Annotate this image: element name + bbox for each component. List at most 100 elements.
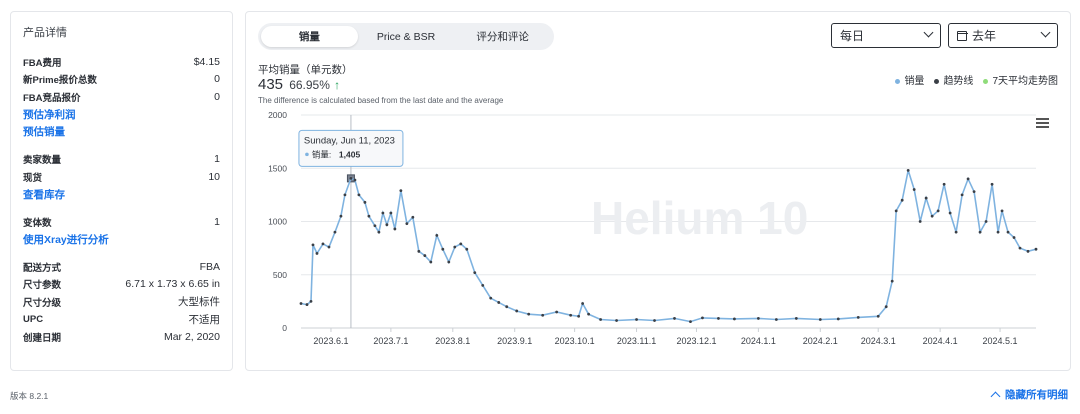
data-point[interactable] xyxy=(441,247,445,251)
data-point[interactable] xyxy=(423,254,427,257)
data-point[interactable] xyxy=(884,305,888,309)
data-point[interactable] xyxy=(473,271,477,275)
data-point[interactable] xyxy=(333,230,337,234)
data-point[interactable] xyxy=(399,189,403,193)
data-point[interactable] xyxy=(373,224,377,228)
data-point[interactable] xyxy=(363,200,367,204)
data-point[interactable] xyxy=(717,317,720,320)
data-point[interactable] xyxy=(481,284,485,287)
tab-price-bsr[interactable]: Price & BSR xyxy=(376,30,436,43)
data-point[interactable] xyxy=(385,223,389,227)
data-point[interactable] xyxy=(906,168,910,172)
data-point[interactable] xyxy=(367,214,371,218)
data-point[interactable] xyxy=(689,320,692,324)
data-point[interactable] xyxy=(1000,209,1004,213)
data-point[interactable] xyxy=(555,310,559,314)
data-point[interactable] xyxy=(836,317,840,321)
data-point[interactable] xyxy=(894,209,898,213)
data-point[interactable] xyxy=(541,313,545,317)
tab-sales[interactable]: 销量 xyxy=(261,26,358,47)
data-point[interactable] xyxy=(569,313,573,317)
data-point[interactable] xyxy=(381,211,385,215)
data-point[interactable] xyxy=(673,317,676,320)
data-point[interactable] xyxy=(948,211,952,215)
data-point[interactable] xyxy=(349,176,353,180)
data-point[interactable] xyxy=(978,230,982,234)
data-point[interactable] xyxy=(429,260,433,264)
data-point[interactable] xyxy=(417,249,421,253)
data-point[interactable] xyxy=(876,314,880,318)
data-point[interactable] xyxy=(599,318,602,321)
data-point[interactable] xyxy=(515,309,519,313)
data-point[interactable] xyxy=(936,209,940,213)
data-point[interactable] xyxy=(930,214,934,218)
data-point[interactable] xyxy=(794,317,798,320)
data-point[interactable] xyxy=(818,318,822,321)
data-point[interactable] xyxy=(453,245,457,249)
data-point[interactable] xyxy=(990,182,994,186)
data-point[interactable] xyxy=(405,222,409,226)
data-point[interactable] xyxy=(321,242,325,246)
data-point[interactable] xyxy=(774,318,778,321)
data-point[interactable] xyxy=(756,317,760,320)
data-point[interactable] xyxy=(984,220,988,223)
data-point[interactable] xyxy=(299,302,303,305)
data-point[interactable] xyxy=(311,243,315,247)
data-point[interactable] xyxy=(447,260,451,264)
data-point[interactable] xyxy=(890,279,894,283)
legend-item-sales[interactable]: 销量 xyxy=(895,72,924,87)
data-point[interactable] xyxy=(587,312,591,316)
data-point[interactable] xyxy=(459,242,463,246)
data-point[interactable] xyxy=(505,305,509,309)
data-point[interactable] xyxy=(1012,236,1016,239)
data-point[interactable] xyxy=(353,178,357,182)
data-point[interactable] xyxy=(972,190,976,194)
data-point[interactable] xyxy=(924,196,928,200)
data-point[interactable] xyxy=(615,319,618,322)
view-inventory-link[interactable]: 查看库存 xyxy=(23,188,65,201)
data-point[interactable] xyxy=(653,319,656,322)
data-point[interactable] xyxy=(918,220,922,223)
data-point[interactable] xyxy=(411,215,415,219)
data-point[interactable] xyxy=(856,315,860,319)
xray-analyze-link[interactable]: 使用Xray进行分析 xyxy=(23,233,109,246)
data-point[interactable] xyxy=(465,247,469,251)
data-point[interactable] xyxy=(393,227,397,231)
data-point[interactable] xyxy=(305,303,309,306)
data-point[interactable] xyxy=(966,177,970,181)
interval-select[interactable]: 每日 xyxy=(831,23,941,48)
data-point[interactable] xyxy=(900,198,904,202)
data-point[interactable] xyxy=(315,252,319,255)
data-point[interactable] xyxy=(389,211,393,215)
data-point[interactable] xyxy=(339,214,343,218)
data-point[interactable] xyxy=(1026,249,1030,253)
data-point[interactable] xyxy=(1034,247,1038,251)
data-point[interactable] xyxy=(701,316,704,320)
data-point[interactable] xyxy=(954,230,958,234)
data-point[interactable] xyxy=(912,188,916,191)
estimate-sales-link[interactable]: 预估销量 xyxy=(23,126,65,139)
data-point[interactable] xyxy=(343,193,347,197)
data-point[interactable] xyxy=(357,193,361,197)
data-point[interactable] xyxy=(309,299,313,303)
data-point[interactable] xyxy=(942,182,946,186)
data-point[interactable] xyxy=(635,318,638,321)
data-point[interactable] xyxy=(377,230,381,234)
data-point[interactable] xyxy=(1018,246,1022,250)
data-point[interactable] xyxy=(497,301,501,304)
data-point[interactable] xyxy=(733,317,736,321)
range-select[interactable]: 去年 xyxy=(948,23,1058,48)
legend-item-trend[interactable]: 趋势线 xyxy=(934,72,973,87)
data-point[interactable] xyxy=(1006,230,1010,234)
data-point[interactable] xyxy=(527,312,531,316)
data-point[interactable] xyxy=(960,193,964,197)
legend-item-7day[interactable]: 7天平均走势图 xyxy=(983,72,1058,87)
tab-reviews[interactable]: 评分和评论 xyxy=(476,31,529,43)
data-point[interactable] xyxy=(489,296,493,300)
data-point[interactable] xyxy=(435,233,439,237)
hide-details-button[interactable]: 隐藏所有明细 xyxy=(990,387,1068,402)
estimate-profit-link[interactable]: 预估净利润 xyxy=(23,108,76,121)
data-point[interactable] xyxy=(577,314,581,318)
data-point[interactable] xyxy=(581,302,585,305)
data-point[interactable] xyxy=(996,230,1000,234)
